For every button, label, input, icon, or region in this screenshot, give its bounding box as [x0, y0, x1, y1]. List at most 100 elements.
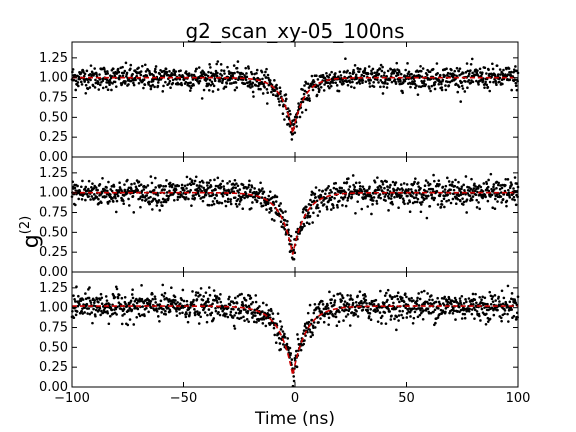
data-point [426, 181, 430, 184]
data-point [334, 72, 337, 75]
data-point [149, 190, 153, 194]
data-point [164, 309, 167, 313]
data-point [351, 80, 354, 84]
data-point [396, 291, 400, 295]
data-point [103, 67, 106, 71]
data-point [127, 204, 131, 207]
data-point [254, 84, 258, 87]
data-point [259, 181, 262, 185]
data-point [257, 87, 261, 91]
data-point [283, 332, 286, 336]
data-point [470, 308, 474, 311]
data-point [389, 197, 393, 200]
data-point [150, 181, 154, 185]
data-point [357, 70, 361, 74]
data-point [221, 195, 225, 198]
data-point [506, 312, 509, 316]
data-point [433, 196, 436, 200]
data-point [463, 312, 467, 316]
data-point [236, 60, 240, 63]
data-point [385, 291, 388, 295]
data-point [178, 77, 182, 81]
data-point [453, 73, 456, 77]
data-point [416, 93, 420, 96]
data-point [114, 210, 118, 214]
data-point [180, 298, 184, 302]
data-point [243, 74, 246, 77]
data-point [289, 352, 293, 355]
data-point [257, 191, 261, 195]
data-point [393, 69, 397, 73]
data-point [167, 197, 170, 200]
data-point [329, 310, 333, 314]
data-point [93, 86, 97, 89]
data-point [443, 205, 446, 209]
data-point [237, 307, 240, 311]
data-point [496, 308, 499, 312]
data-point [99, 313, 102, 317]
data-point [198, 79, 202, 83]
data-point [374, 298, 378, 302]
data-point [329, 188, 332, 192]
data-point [490, 75, 493, 79]
data-point [299, 348, 303, 352]
data-point [487, 189, 491, 193]
data-point [335, 203, 339, 207]
data-point [251, 90, 255, 94]
data-point [245, 318, 249, 321]
data-point [223, 72, 226, 75]
data-point [376, 308, 380, 312]
data-point [426, 292, 429, 295]
data-point [361, 81, 364, 85]
data-point [84, 83, 88, 87]
data-point [284, 93, 288, 96]
data-point [171, 182, 175, 186]
data-point [419, 210, 423, 214]
data-point [202, 88, 206, 92]
data-point [97, 202, 101, 205]
data-point [442, 197, 446, 201]
data-point [414, 86, 417, 90]
data-point [267, 194, 271, 198]
data-point [394, 307, 398, 310]
data-point [386, 69, 390, 73]
data-point [334, 315, 338, 319]
data-point [114, 85, 118, 88]
data-point [91, 182, 94, 185]
data-point [321, 300, 324, 303]
data-point [259, 202, 263, 205]
data-point [139, 70, 143, 73]
data-point [83, 72, 87, 76]
data-point [406, 202, 410, 205]
data-point [209, 71, 213, 75]
data-point [273, 89, 277, 92]
data-point [291, 132, 295, 136]
data-point [395, 61, 399, 65]
data-point [502, 68, 505, 72]
data-point [345, 181, 349, 184]
data-point [375, 306, 379, 310]
data-point [288, 109, 291, 113]
data-point [335, 324, 339, 328]
data-point [137, 81, 141, 85]
data-point [347, 188, 351, 191]
data-point [122, 199, 125, 203]
data-point [364, 80, 368, 83]
data-point [311, 333, 314, 337]
data-point [261, 204, 265, 208]
data-point [234, 296, 237, 300]
data-point [487, 178, 490, 182]
data-point [211, 200, 215, 203]
data-point [187, 72, 191, 75]
data-point [99, 292, 103, 296]
data-point [437, 307, 440, 310]
data-point [122, 202, 125, 206]
y-tick-label: 0.75 [39, 91, 68, 106]
data-point [348, 71, 352, 75]
data-point [450, 302, 453, 306]
data-point [456, 197, 460, 201]
data-point [131, 72, 134, 76]
data-point [173, 190, 177, 194]
data-point [309, 198, 312, 202]
data-point [369, 318, 373, 322]
